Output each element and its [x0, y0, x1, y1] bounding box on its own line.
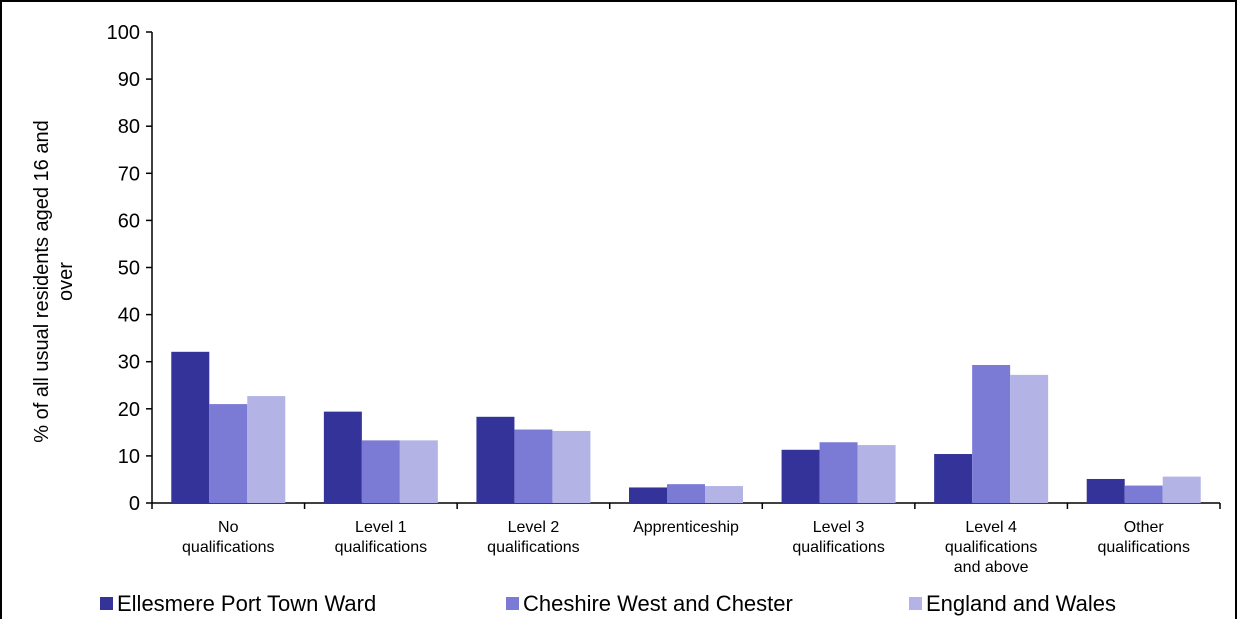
bar-cheshire-west-and-chester: [514, 429, 553, 503]
bar-ellesmere-port-town-ward: [781, 449, 820, 503]
x-tick-label: Other qualifications: [1097, 519, 1190, 556]
legend-swatch: [100, 597, 113, 610]
x-tick-label: Apprenticeship: [633, 519, 739, 536]
bar-cheshire-west-and-chester: [1124, 485, 1163, 503]
bar-england-and-wales: [552, 430, 591, 503]
legend-label: Ellesmere Port Town Ward: [117, 591, 376, 616]
bar-england-and-wales: [705, 486, 743, 503]
y-tick-label: 30: [118, 352, 140, 374]
y-tick-label: 50: [118, 258, 140, 280]
y-tick-label: 10: [118, 446, 140, 468]
x-tick-label: Level 1 qualifications: [335, 519, 428, 556]
y-tick-label: 100: [107, 22, 140, 44]
x-tick-label: Level 3 qualifications: [792, 519, 885, 556]
bar-cheshire-west-and-chester: [361, 440, 400, 503]
legend-label: Cheshire West and Chester: [523, 591, 793, 616]
bar-cheshire-west-and-chester: [819, 442, 858, 503]
bar-england-and-wales: [399, 440, 438, 503]
y-axis-label: % of all usual residents aged 16 and over: [31, 120, 77, 442]
bar-ellesmere-port-town-ward: [934, 454, 973, 503]
bar-england-and-wales: [1162, 476, 1201, 503]
legend-swatch: [909, 597, 922, 610]
bar-ellesmere-port-town-ward: [629, 487, 667, 503]
x-tick-label: Level 4 qualifications and above: [945, 519, 1038, 576]
y-tick-label: 70: [118, 163, 140, 185]
y-tick-label: 90: [118, 69, 140, 91]
bar-cheshire-west-and-chester: [972, 364, 1011, 503]
bar-ellesmere-port-town-ward: [323, 411, 362, 503]
x-tick-label: No qualifications: [182, 519, 275, 556]
bar-cheshire-west-and-chester: [667, 484, 705, 503]
bar-ellesmere-port-town-ward: [476, 416, 515, 503]
y-tick-label: 60: [118, 210, 140, 232]
y-tick-label: 0: [129, 493, 140, 515]
legend-label: England and Wales: [926, 591, 1116, 616]
bar-cheshire-west-and-chester: [209, 404, 248, 503]
bar-england-and-wales: [857, 445, 896, 503]
legend-swatch: [506, 597, 519, 610]
y-tick-label: 80: [118, 116, 140, 138]
bar-ellesmere-port-town-ward: [171, 351, 210, 503]
bar-ellesmere-port-town-ward: [1086, 478, 1125, 503]
x-tick-label: Level 2 qualifications: [487, 519, 580, 556]
y-tick-label: 20: [118, 399, 140, 421]
y-tick-label: 40: [118, 305, 140, 327]
bar-england-and-wales: [247, 396, 286, 503]
bar-england-and-wales: [1010, 374, 1049, 503]
